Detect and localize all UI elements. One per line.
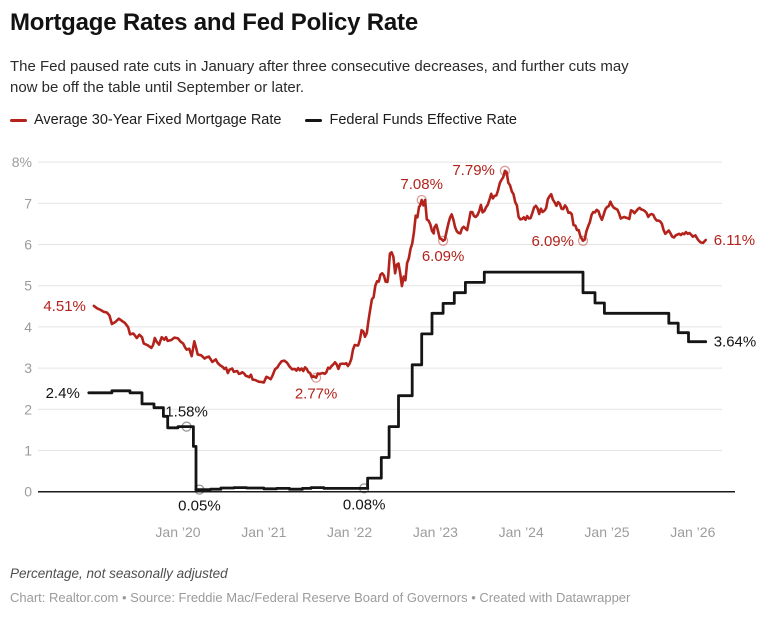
x-tick-label: Jan ’24 — [499, 524, 544, 540]
annotation-marker — [310, 372, 322, 383]
chart-footnote: Percentage, not seasonally adjusted — [10, 566, 228, 581]
annotation-marker — [359, 483, 370, 494]
annotation-marker — [416, 194, 427, 206]
annotation-marker — [194, 484, 205, 495]
subtitle-line-2: now be off the table until September or … — [10, 79, 305, 96]
x-tick-label: Jan ’22 — [327, 524, 372, 540]
annotation-label: 7.08% — [400, 176, 443, 193]
y-tick-label: 4 — [24, 319, 32, 335]
x-tick-label: Jan ’26 — [670, 524, 715, 540]
annotation-label: 4.51% — [43, 298, 86, 315]
mortgage-rate-line — [92, 169, 707, 384]
fed-funds-swatch — [305, 118, 323, 122]
legend-item-fed-funds: Federal Funds Effective Rate — [305, 112, 517, 128]
y-tick-label: 0 — [24, 484, 32, 500]
annotation-label: 0.08% — [343, 496, 386, 513]
annotation-label: 1.58% — [165, 404, 208, 421]
x-tick-label: Jan ’25 — [584, 524, 629, 540]
x-tick-label: Jan ’20 — [155, 524, 200, 540]
chart-subtitle: The Fed paused rate cuts in January afte… — [10, 56, 629, 98]
subtitle-line-1: The Fed paused rate cuts in January afte… — [10, 58, 629, 75]
y-tick-label: 2 — [24, 401, 32, 417]
page-title: Mortgage Rates and Fed Policy Rate — [10, 9, 418, 36]
annotation-label: 6.09% — [531, 233, 574, 250]
mortgage-rate-swatch — [10, 118, 27, 122]
y-tick-label: 5 — [24, 278, 32, 294]
y-tick-label: 6 — [24, 237, 32, 253]
annotation-label: 6.09% — [422, 248, 465, 265]
annotation-label: 6.11% — [714, 232, 755, 249]
y-tick-label: 8% — [12, 154, 32, 170]
annotation-label: 2.77% — [295, 386, 338, 403]
fed-funds-line — [87, 270, 708, 491]
x-tick-label: Jan ’21 — [241, 524, 286, 540]
y-tick-label: 3 — [24, 360, 32, 376]
chart-legend: Average 30-Year Fixed Mortgage Rate Fede… — [10, 112, 517, 128]
annotation-label: 7.79% — [452, 162, 495, 179]
annotation-marker — [499, 165, 511, 176]
chart-credit: Chart: Realtor.com • Source: Freddie Mac… — [10, 590, 631, 605]
annotation-marker — [437, 235, 449, 246]
legend-label-fed-funds: Federal Funds Effective Rate — [329, 112, 517, 128]
annotation-label: 3.64% — [714, 334, 757, 351]
x-tick-label: Jan ’23 — [413, 524, 458, 540]
y-tick-label: 7 — [24, 195, 32, 211]
annotation-marker — [181, 421, 192, 432]
legend-label-mortgage-rate: Average 30-Year Fixed Mortgage Rate — [34, 112, 282, 128]
annotation-label: 2.4% — [46, 385, 80, 402]
annotation-marker — [577, 235, 589, 246]
legend-item-mortgage-rate: Average 30-Year Fixed Mortgage Rate — [10, 112, 281, 128]
annotation-label: 0.05% — [178, 498, 221, 515]
y-tick-label: 1 — [24, 443, 32, 459]
